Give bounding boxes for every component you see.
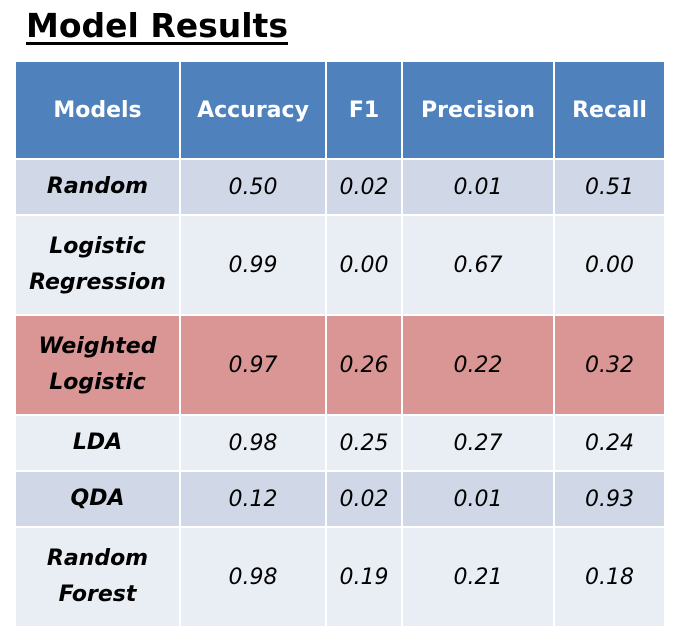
- accuracy-cell: 0.98: [179, 526, 327, 628]
- precision-cell: 0.21: [401, 526, 555, 628]
- model-name-cell: Logistic Regression: [14, 214, 181, 316]
- precision-cell: 0.22: [401, 314, 555, 416]
- model-name-cell: Weighted Logistic: [14, 314, 181, 416]
- accuracy-cell: 0.50: [179, 158, 327, 216]
- precision-cell: 0.27: [401, 414, 555, 472]
- model-name-cell: Random: [14, 158, 181, 216]
- model-name-cell: QDA: [14, 470, 181, 528]
- f1-cell: 0.00: [325, 214, 403, 316]
- f1-cell: 0.26: [325, 314, 403, 416]
- results-table: Models Accuracy F1 Precision Recall Rand…: [14, 60, 666, 628]
- page-title: Model Results: [26, 6, 288, 45]
- recall-cell: 0.24: [553, 414, 666, 472]
- header-models: Models: [14, 60, 181, 160]
- table-header-row: Models Accuracy F1 Precision Recall: [14, 60, 666, 160]
- accuracy-cell: 0.12: [179, 470, 327, 528]
- table-row: Random 0.50 0.02 0.01 0.51: [14, 158, 666, 216]
- accuracy-cell: 0.97: [179, 314, 327, 416]
- precision-cell: 0.01: [401, 470, 555, 528]
- precision-cell: 0.67: [401, 214, 555, 316]
- f1-cell: 0.02: [325, 470, 403, 528]
- accuracy-cell: 0.98: [179, 414, 327, 472]
- precision-cell: 0.01: [401, 158, 555, 216]
- header-recall: Recall: [553, 60, 666, 160]
- model-name-cell: LDA: [14, 414, 181, 472]
- table-row: LDA 0.98 0.25 0.27 0.24: [14, 414, 666, 472]
- table-row: Logistic Regression 0.99 0.00 0.67 0.00: [14, 214, 666, 316]
- table-row: QDA 0.12 0.02 0.01 0.93: [14, 470, 666, 528]
- recall-cell: 0.51: [553, 158, 666, 216]
- recall-cell: 0.00: [553, 214, 666, 316]
- table-row-highlighted: Weighted Logistic 0.97 0.26 0.22 0.32: [14, 314, 666, 416]
- f1-cell: 0.25: [325, 414, 403, 472]
- model-name-cell: Random Forest: [14, 526, 181, 628]
- f1-cell: 0.02: [325, 158, 403, 216]
- table-row: Random Forest 0.98 0.19 0.21 0.18: [14, 526, 666, 628]
- recall-cell: 0.32: [553, 314, 666, 416]
- accuracy-cell: 0.99: [179, 214, 327, 316]
- f1-cell: 0.19: [325, 526, 403, 628]
- header-f1: F1: [325, 60, 403, 160]
- recall-cell: 0.18: [553, 526, 666, 628]
- header-accuracy: Accuracy: [179, 60, 327, 160]
- recall-cell: 0.93: [553, 470, 666, 528]
- header-precision: Precision: [401, 60, 555, 160]
